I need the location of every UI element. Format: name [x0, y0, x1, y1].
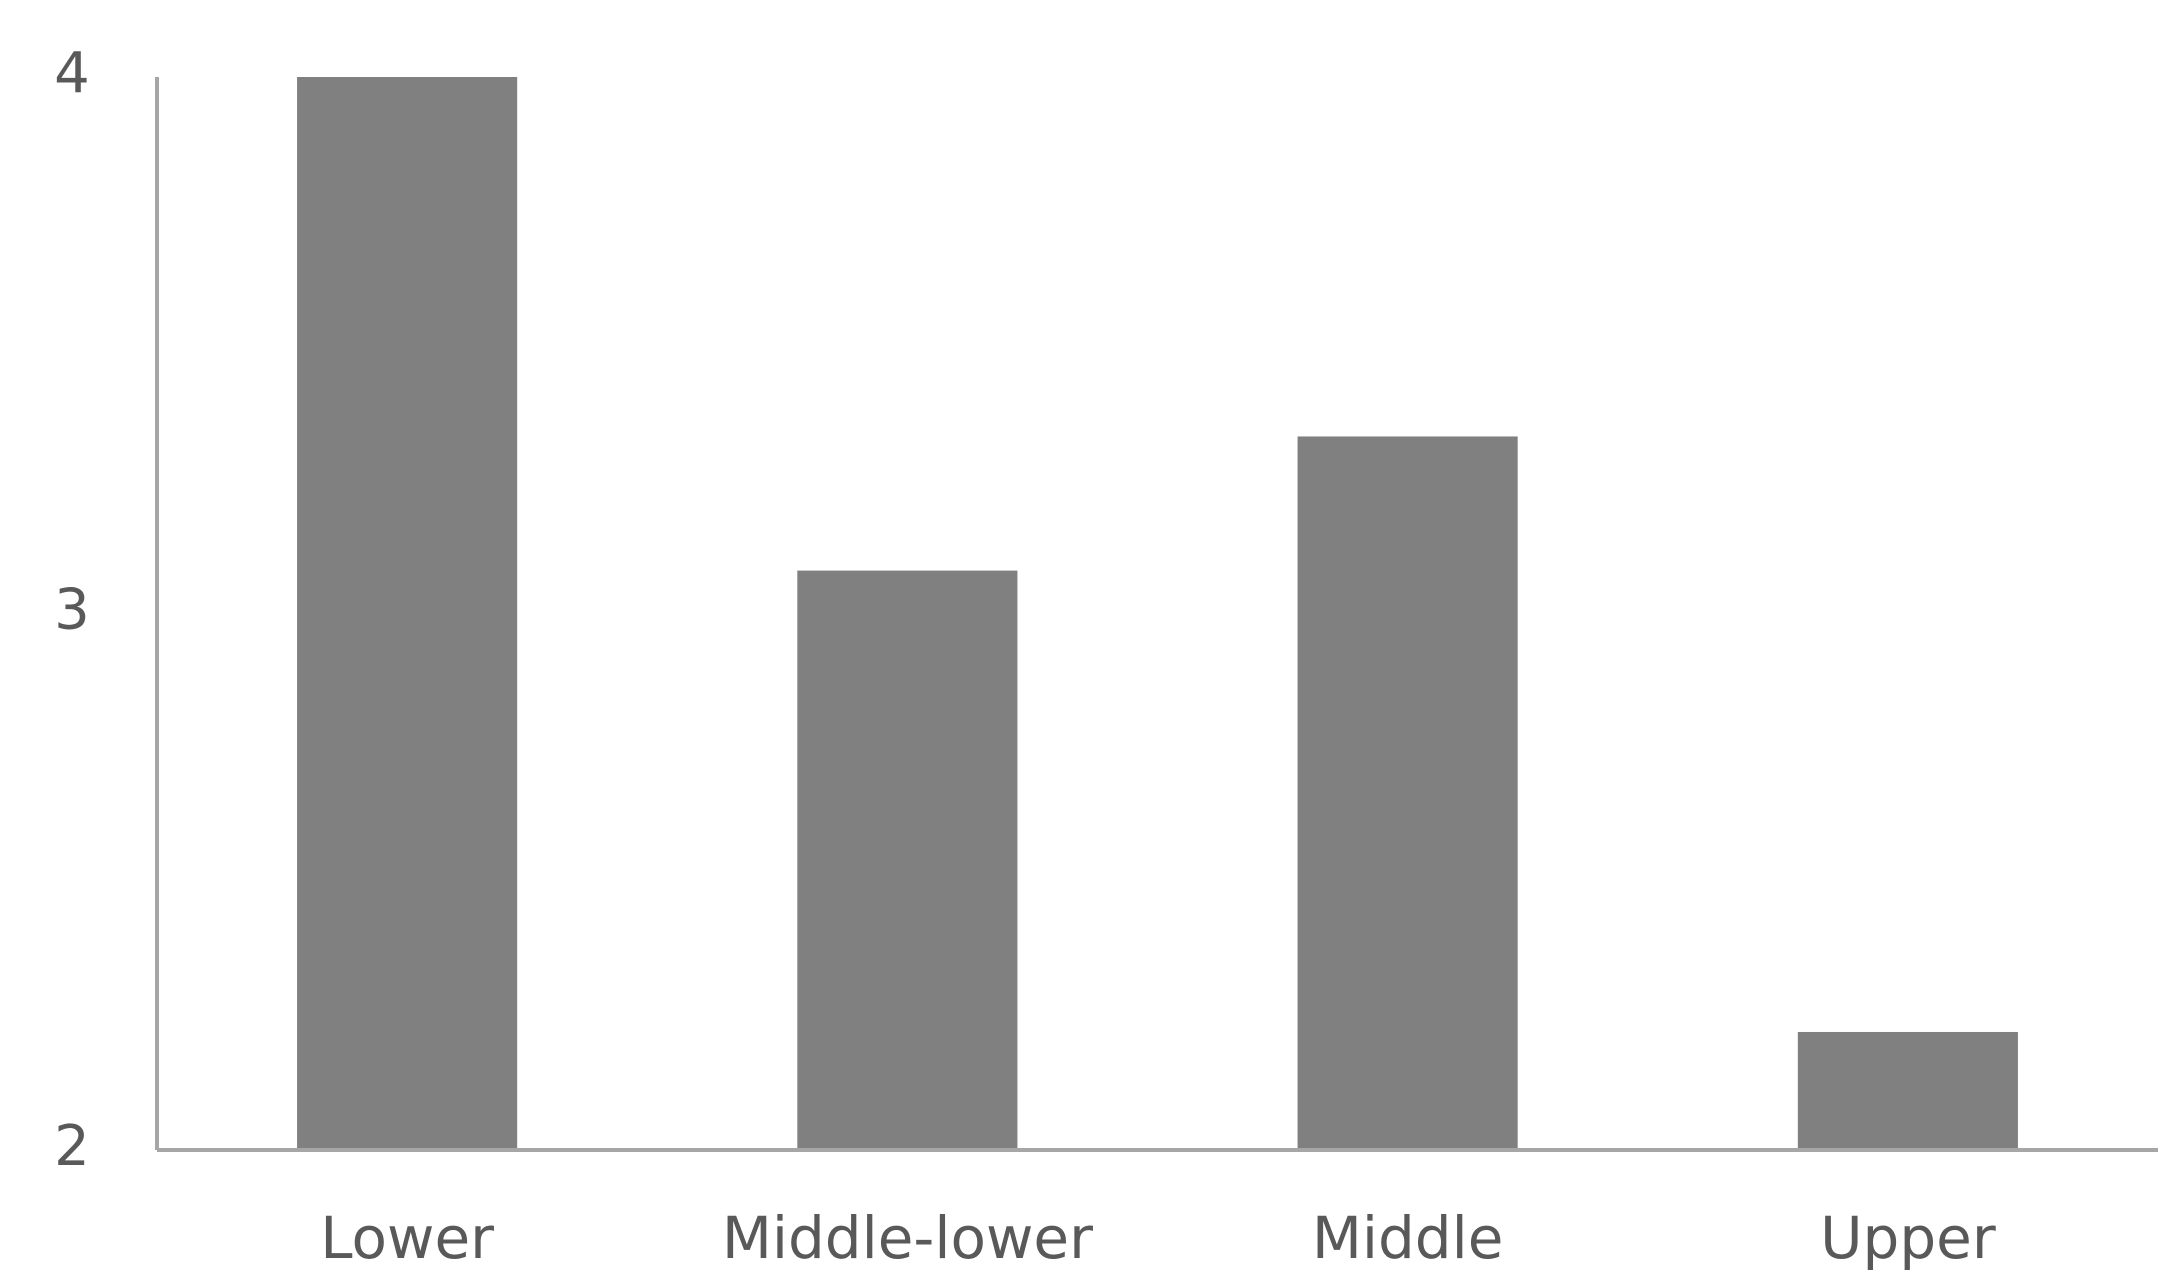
y-tick-label: 2 — [54, 1114, 90, 1179]
x-tick-label: Lower — [320, 1204, 494, 1272]
y-tick-label: 3 — [54, 578, 90, 643]
bar — [1797, 1031, 2018, 1150]
x-tick-label: Upper — [1820, 1204, 1996, 1272]
y-tick-label: 4 — [54, 41, 90, 106]
x-tick-label: Middle-lower — [722, 1204, 1093, 1272]
bar — [297, 77, 518, 1150]
x-tick-label: Middle — [1312, 1204, 1504, 1272]
bar — [797, 570, 1018, 1150]
bar — [1297, 436, 1518, 1151]
